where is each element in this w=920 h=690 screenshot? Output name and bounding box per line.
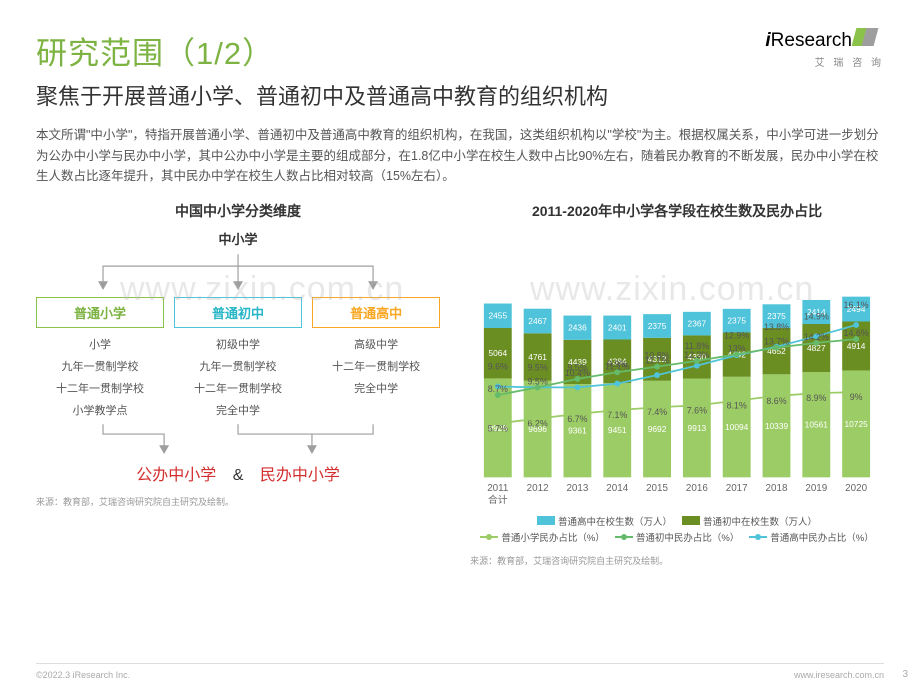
svg-text:10725: 10725 xyxy=(845,419,869,429)
footer: ©2022.3 iResearch Inc. www.iresearch.com… xyxy=(36,663,884,680)
svg-text:2367: 2367 xyxy=(688,318,707,328)
page-number: 3 xyxy=(902,669,908,680)
logo: iResearch 艾 瑞 咨 询 xyxy=(765,28,884,69)
legend-item: 普通初中在校生数（万人） xyxy=(682,514,817,528)
svg-text:13.8%: 13.8% xyxy=(764,322,789,332)
svg-text:9451: 9451 xyxy=(608,425,627,435)
category-name: 普通初中 xyxy=(174,297,302,328)
tree-root: 中小学 xyxy=(36,229,440,248)
right-section-title: 2011-2020年中小学各学段在校生数及民办占比 xyxy=(470,201,884,221)
category-items: 小学九年一贯制学校十二年一贯制学校小学教学点 xyxy=(36,334,164,422)
svg-text:2016: 2016 xyxy=(686,483,708,494)
svg-text:2467: 2467 xyxy=(528,316,547,326)
category-name: 普通小学 xyxy=(36,297,164,328)
svg-text:11.7%: 11.7% xyxy=(645,356,670,366)
svg-text:2012: 2012 xyxy=(527,483,549,494)
svg-text:9913: 9913 xyxy=(688,423,707,433)
svg-text:2018: 2018 xyxy=(766,483,788,494)
svg-text:5.7%: 5.7% xyxy=(488,423,508,433)
category-items: 初级中学九年一贯制学校十二年一贯制学校完全中学 xyxy=(174,334,302,422)
tree-connector xyxy=(36,254,440,292)
svg-text:12.9%: 12.9% xyxy=(724,330,749,340)
svg-text:8.7%: 8.7% xyxy=(488,384,508,394)
legend: 普通高中在校生数（万人） 普通初中在校生数（万人） 普通小学民办占比（%） 普通初中民… xyxy=(470,514,884,544)
svg-text:11.1%: 11.1% xyxy=(605,361,630,371)
svg-text:2375: 2375 xyxy=(648,321,667,331)
svg-text:2013: 2013 xyxy=(567,483,589,494)
svg-text:合计: 合计 xyxy=(488,493,508,505)
svg-text:2375: 2375 xyxy=(727,315,746,325)
svg-text:10094: 10094 xyxy=(725,422,749,432)
ampersand: & xyxy=(233,467,244,484)
svg-text:14.6%: 14.6% xyxy=(844,328,869,338)
right-panel: 2011-2020年中小学各学段在校生数及民办占比 99265064245520… xyxy=(470,201,884,567)
bottom-row: 公办中小学 & 民办中小学 xyxy=(36,461,440,485)
private-label: 民办中小学 xyxy=(260,467,340,484)
left-section-title: 中国中小学分类维度 xyxy=(36,201,440,221)
chart-svg: 9926506424552011969647612467201293614439… xyxy=(470,229,884,505)
svg-text:2455: 2455 xyxy=(489,311,508,321)
svg-text:2017: 2017 xyxy=(726,483,748,494)
svg-text:2020: 2020 xyxy=(845,483,867,494)
svg-text:9.6%: 9.6% xyxy=(488,362,508,372)
svg-text:12.3%: 12.3% xyxy=(684,350,709,360)
category-row: 普通小学小学九年一贯制学校十二年一贯制学校小学教学点普通初中初级中学九年一贯制学… xyxy=(36,297,440,422)
svg-text:10561: 10561 xyxy=(805,420,829,430)
svg-text:9.5%: 9.5% xyxy=(528,363,548,373)
body-text: 本文所谓"中小学"，特指开展普通小学、普通初中及普通高中教育的组织机构，在我国，… xyxy=(36,125,884,187)
svg-text:14.2%: 14.2% xyxy=(804,332,829,342)
chart: 9926506424552011969647612467201293614439… xyxy=(470,229,884,510)
svg-text:10339: 10339 xyxy=(765,421,789,431)
svg-text:4914: 4914 xyxy=(847,341,866,351)
page-title: 研究范围（1/2） xyxy=(36,28,274,73)
svg-text:2436: 2436 xyxy=(568,323,587,333)
category: 普通高中高级中学十二年一贯制学校完全中学 xyxy=(312,297,440,422)
legend-item: 普通高中在校生数（万人） xyxy=(537,514,672,528)
tree-diagram: 中小学 普通小学小学九年一贯制学校十二年一贯制学校小学教学点普通初中初级中学九年… xyxy=(36,229,440,485)
svg-text:16.1%: 16.1% xyxy=(844,300,869,310)
svg-text:4761: 4761 xyxy=(528,352,547,362)
public-label: 公办中小学 xyxy=(136,467,216,484)
svg-text:7.6%: 7.6% xyxy=(687,405,707,415)
category: 普通小学小学九年一贯制学校十二年一贯制学校小学教学点 xyxy=(36,297,164,422)
left-panel: 中国中小学分类维度 中小学 普通小学小学九年一贯制学校十二年一贯制学校小学教学点… xyxy=(36,201,440,567)
svg-text:5064: 5064 xyxy=(489,348,508,358)
svg-text:13%: 13% xyxy=(728,343,746,353)
svg-text:10.4%: 10.4% xyxy=(565,368,590,378)
svg-text:13.7%: 13.7% xyxy=(764,337,789,347)
logo-subtitle: 艾 瑞 咨 询 xyxy=(765,54,884,69)
right-source: 来源：教育部，艾瑞咨询研究院自主研究及绘制。 xyxy=(470,554,884,567)
svg-text:2015: 2015 xyxy=(646,483,668,494)
svg-text:9692: 9692 xyxy=(648,424,667,434)
legend-item: 普通小学民办占比（%） xyxy=(480,530,604,544)
bottom-connector xyxy=(36,424,440,454)
subtitle: 聚焦于开展普通小学、普通初中及普通高中教育的组织机构 xyxy=(36,79,884,111)
category: 普通初中初级中学九年一贯制学校十二年一贯制学校完全中学 xyxy=(174,297,302,422)
svg-text:2375: 2375 xyxy=(767,311,786,321)
category-items: 高级中学十二年一贯制学校完全中学 xyxy=(312,334,440,400)
category-name: 普通高中 xyxy=(312,297,440,328)
logo-icon xyxy=(854,28,884,46)
svg-text:9361: 9361 xyxy=(568,426,587,436)
copyright: ©2022.3 iResearch Inc. xyxy=(36,670,130,680)
svg-text:14.9%: 14.9% xyxy=(804,311,829,321)
logo-text: iResearch xyxy=(765,28,884,52)
footer-url: www.iresearch.com.cn xyxy=(794,670,884,680)
legend-item: 普通高中民办占比（%） xyxy=(749,530,873,544)
svg-text:2019: 2019 xyxy=(805,483,827,494)
left-source: 来源：教育部，艾瑞咨询研究院自主研究及绘制。 xyxy=(36,495,440,508)
svg-text:9.5%: 9.5% xyxy=(528,376,548,386)
legend-item: 普通初中民办占比（%） xyxy=(615,530,739,544)
svg-text:2014: 2014 xyxy=(606,483,628,494)
svg-text:9%: 9% xyxy=(850,392,863,402)
header: 研究范围（1/2） iResearch 艾 瑞 咨 询 xyxy=(36,28,884,73)
svg-text:2011: 2011 xyxy=(487,483,508,494)
svg-text:2401: 2401 xyxy=(608,322,627,332)
